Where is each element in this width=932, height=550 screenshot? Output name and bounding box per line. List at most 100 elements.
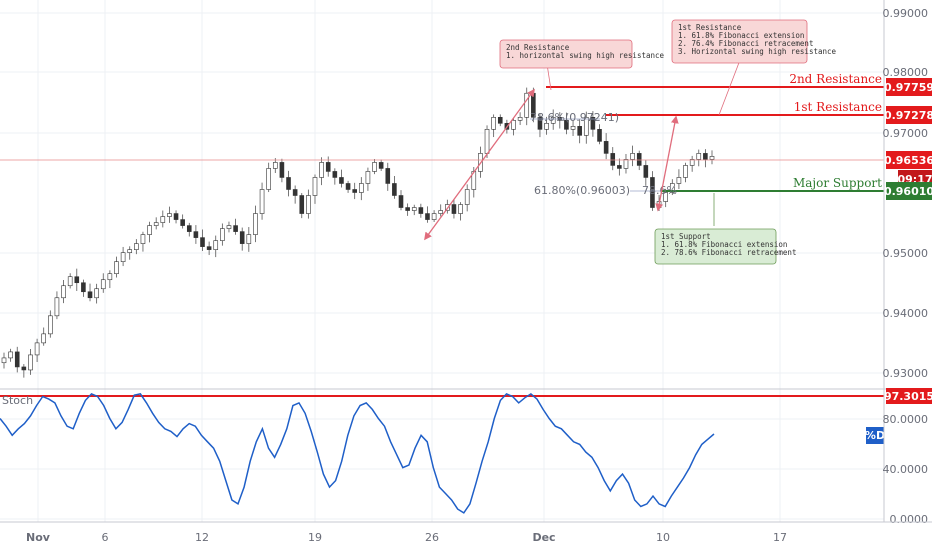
candle-body xyxy=(200,237,205,247)
stoch-legend-badge: %D xyxy=(865,429,885,442)
candle-body xyxy=(643,165,649,178)
candle-body xyxy=(497,117,503,124)
candle-body xyxy=(339,177,344,184)
tag-current-price-bg xyxy=(886,151,932,169)
candle-body xyxy=(147,225,152,235)
note-1st-resistance-line: 3. Horizontal swing high resistance xyxy=(678,47,837,56)
note-1st-support-line: 1. 61.8% Fibonacci extension xyxy=(661,240,787,249)
candle-body xyxy=(411,207,417,211)
candle-body xyxy=(107,273,113,281)
candle-body xyxy=(81,282,86,293)
arrow-fib-extension xyxy=(655,115,679,212)
candle-body xyxy=(451,204,457,214)
candle-body xyxy=(544,123,549,130)
x-tick-label: 17 xyxy=(773,531,787,544)
candle-body xyxy=(120,252,126,262)
candle-body xyxy=(603,141,609,154)
candle-body xyxy=(67,276,73,287)
fib-label-618: 61.80%(0.96003) xyxy=(534,184,630,197)
note-1st-support-line: 2. 78.6% Fibonacci retracement xyxy=(661,248,796,257)
candle-body xyxy=(14,351,20,368)
candle-body xyxy=(186,225,192,232)
stoch-tick-label: 0.0000 xyxy=(890,513,929,526)
note-1st-resistance-box xyxy=(671,19,808,64)
candle-body xyxy=(405,207,410,211)
candle-body xyxy=(114,261,119,275)
tag-1st-resistance-bg xyxy=(886,106,932,124)
candle-body xyxy=(292,189,298,196)
candle-body xyxy=(319,162,324,178)
candle-body xyxy=(623,159,629,169)
candle-body xyxy=(709,156,715,160)
candle-body xyxy=(41,333,47,344)
candle-body xyxy=(392,183,397,196)
callout-1st-resistance xyxy=(718,59,741,116)
note-1st-resistance-line: 1. 61.8% Fibonacci extension xyxy=(678,31,804,40)
candle-body xyxy=(100,279,106,290)
x-tick-label: 19 xyxy=(308,531,322,544)
candle-body xyxy=(590,117,596,130)
tag-stoch-level-bg xyxy=(886,388,932,404)
candle-body xyxy=(617,165,622,169)
fib-label-786-high: 78.6%(0.97241) xyxy=(530,111,619,124)
candle-body xyxy=(153,222,159,226)
candle-body xyxy=(253,213,258,235)
candle-body xyxy=(458,204,463,214)
candle-body xyxy=(484,129,490,154)
candle-body xyxy=(564,120,569,130)
tag-2nd-resistance: 0.97759 xyxy=(884,81,932,94)
tag-major-support-bg xyxy=(886,182,932,200)
candle-body xyxy=(259,189,265,214)
stoch-title: Stoch xyxy=(2,394,33,407)
y-tick-label: 0.99000 xyxy=(883,7,929,20)
candle-body xyxy=(570,126,576,130)
tag-major-support: 0.96010 xyxy=(884,185,932,198)
candle-body xyxy=(74,276,80,284)
candle-body xyxy=(438,210,444,214)
candle-body xyxy=(312,177,318,196)
candle-body xyxy=(167,213,172,217)
candle-body xyxy=(689,159,695,166)
candle-body xyxy=(425,213,430,220)
candle-body xyxy=(160,216,166,223)
candle-body xyxy=(94,288,99,299)
candle-body xyxy=(378,162,384,169)
candle-body xyxy=(537,117,543,130)
candle-body xyxy=(306,195,311,214)
candle-body xyxy=(325,162,331,172)
candle-body xyxy=(577,126,582,136)
candle-body xyxy=(683,165,688,178)
note-1st-support-line: 1st Support xyxy=(661,232,711,241)
stoch-panel: Stoch %D xyxy=(0,388,932,514)
candle-body xyxy=(54,297,60,317)
candle-body xyxy=(676,177,682,184)
candle-body xyxy=(359,183,364,193)
candles xyxy=(1,87,715,378)
levels: 2nd Resistance 1st Resistance Major Suppor… xyxy=(0,72,884,192)
candle-body xyxy=(61,285,66,299)
level-label-2nd-resistance: 2nd Resistance xyxy=(789,72,882,86)
candle-body xyxy=(610,153,616,166)
candle-body xyxy=(524,92,530,118)
candle-body xyxy=(21,366,27,371)
annotations: 61.80%(0.96003) 78.6% 78.6%(0.97241) 2nd Re… xyxy=(424,19,837,265)
candle-body xyxy=(385,168,391,184)
candle-body xyxy=(180,219,185,226)
candle-body xyxy=(650,177,655,208)
candle-body xyxy=(630,153,635,160)
candle-body xyxy=(372,162,377,172)
y-tick-label: 0.94000 xyxy=(883,307,929,320)
x-tick-label: Nov xyxy=(26,531,51,544)
candle-body xyxy=(34,342,40,356)
note-2nd-resistance-line: 1. horizontal swing high resistance xyxy=(506,51,665,60)
candle-body xyxy=(365,171,371,184)
note-1st-resistance-line: 2. 76.4% Fibonacci retracement xyxy=(678,39,813,48)
candle-body xyxy=(220,228,225,241)
note-1st-resistance-line: 1st Resistance xyxy=(678,23,742,32)
fib-label-786-low: 78.6% xyxy=(642,184,677,197)
candle-body xyxy=(8,351,13,359)
candle-body xyxy=(1,357,7,364)
candle-body xyxy=(266,168,271,190)
